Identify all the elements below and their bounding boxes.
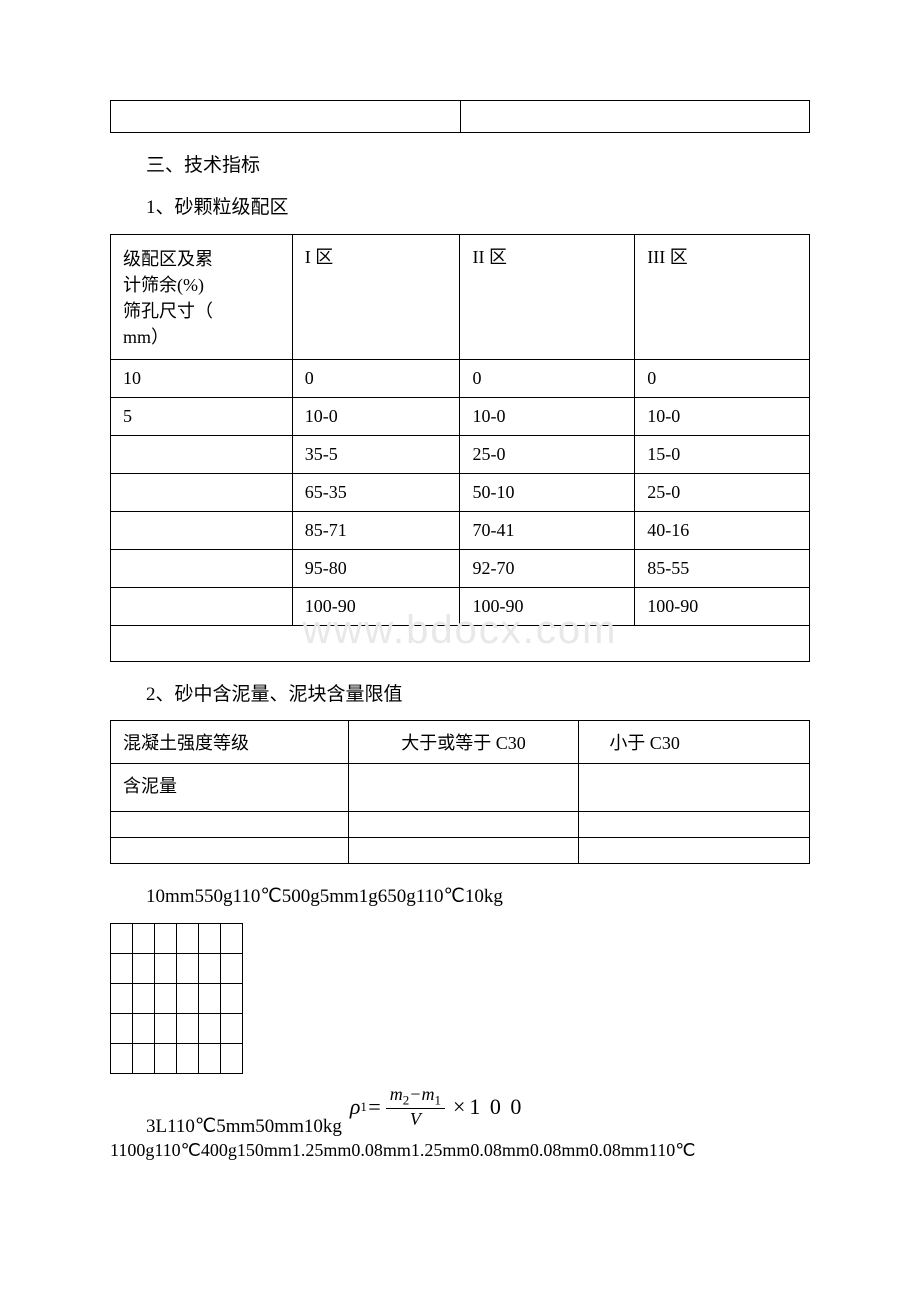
text-line-1: 10mm550g110℃500g5mm1g650g110℃10kg (146, 882, 810, 912)
table-row: www.bdocx.com (111, 625, 810, 661)
gradation-table: 级配区及累 计筛余(%) 筛孔尺寸（ mm） I 区 II 区 III 区 10… (110, 234, 810, 662)
table-row: 混凝土强度等级 大于或等于 C30 小于 C30 (111, 721, 810, 764)
table-row: 65-35 50-10 25-0 (111, 473, 810, 511)
bottom-text: 1100g110℃400g150mm1.25mm0.08mm1.25mm0.08… (110, 1138, 810, 1163)
formula-prefix: 3L110℃5mm50mm10kg (146, 1116, 342, 1139)
table1-header-col0: 级配区及累 计筛余(%) 筛孔尺寸（ mm） (111, 234, 293, 359)
table1-header-col1: I 区 (292, 234, 460, 359)
subheading-1: 1、砂颗粒级配区 (146, 193, 810, 223)
subheading-2: 2、砂中含泥量、泥块含量限值 (146, 680, 810, 710)
table-row: 5 10-0 10-0 10-0 (111, 397, 810, 435)
table1-header-col3: III 区 (635, 234, 810, 359)
formula-line: 3L110℃5mm50mm10kg ρ1 = m2−m1 V × 1 0 0 (146, 1092, 810, 1139)
formula: ρ1 = m2−m1 V × 1 0 0 (350, 1084, 524, 1131)
table-row: 35-5 25-0 15-0 (111, 435, 810, 473)
small-grid-table (110, 923, 243, 1074)
table-row: 100-90 100-90 100-90 (111, 587, 810, 625)
table-row: 85-71 70-41 40-16 (111, 511, 810, 549)
table-row: 含泥量 (111, 764, 810, 812)
table-row (111, 812, 810, 838)
mud-content-table: 混凝土强度等级 大于或等于 C30 小于 C30 含泥量 (110, 720, 810, 864)
table-row: 10 0 0 0 (111, 359, 810, 397)
table-row: 95-80 92-70 85-55 (111, 549, 810, 587)
top-empty-table (110, 100, 810, 133)
table-row (111, 838, 810, 864)
table1-header-col2: II 区 (460, 234, 635, 359)
section-heading: 三、技术指标 (146, 151, 810, 181)
